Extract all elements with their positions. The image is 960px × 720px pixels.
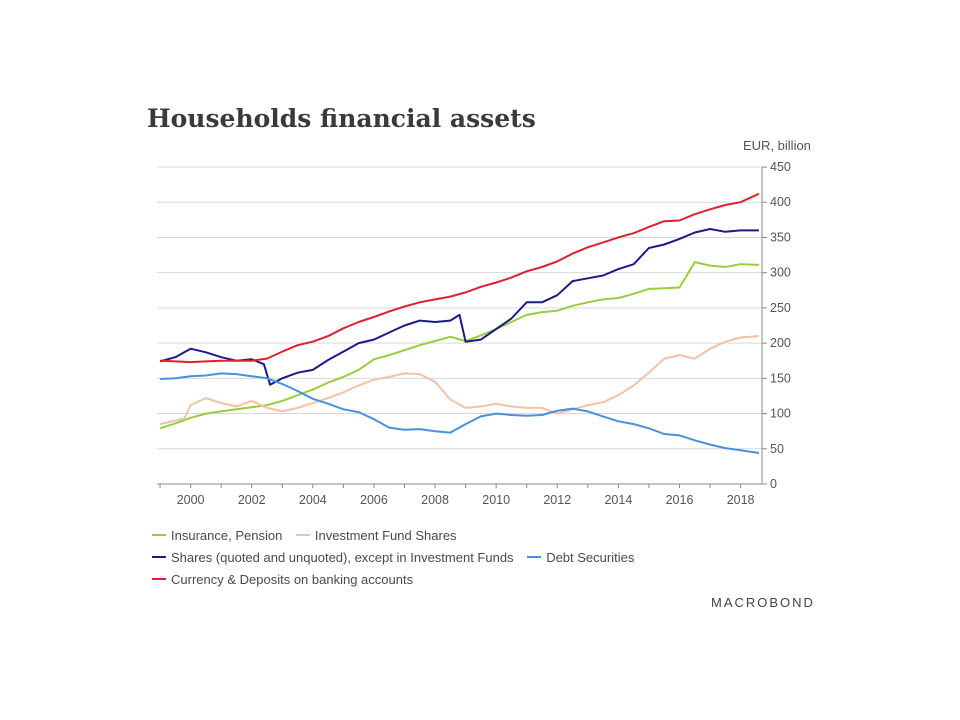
legend-row-3: Currency & Deposits on banking accounts [152, 568, 423, 587]
series-lines [159, 192, 760, 454]
gridlines [157, 166, 763, 485]
y-tick-label: 150 [770, 371, 791, 385]
legend-item-investment-fund: Investment Fund Shares [295, 527, 457, 543]
x-tick-label: 2008 [421, 493, 449, 507]
x-tick-label: 2012 [543, 493, 571, 507]
x-tick-label: 2002 [238, 493, 266, 507]
y-tick-label: 200 [770, 336, 791, 350]
legend-label: Shares (quoted and unquoted), except in … [171, 549, 514, 565]
series-line-3 [160, 372, 760, 454]
macrobond-logo: MACROBOND [711, 595, 815, 610]
x-tick-label: 2010 [482, 493, 510, 507]
x-tick-label: 2014 [604, 493, 632, 507]
legend-label: Investment Fund Shares [314, 527, 457, 543]
legend-item-shares: Shares (quoted and unquoted), except in … [152, 550, 514, 565]
series-line-2 [159, 228, 759, 386]
legend-row-2: Shares (quoted and unquoted), except in … [152, 546, 644, 565]
legend-swatch [295, 534, 310, 536]
x-axis-ticks: 2000 2002 2004 2006 2008 2010 2012 2014 2016 2018 [159, 484, 755, 507]
x-tick-label: 2006 [360, 493, 388, 507]
legend-label: Insurance, Pension [171, 527, 283, 543]
legend-swatch [152, 556, 166, 558]
y-tick-label: 300 [770, 266, 791, 280]
legend-swatch [152, 578, 166, 580]
y-tick-label: 250 [770, 301, 791, 315]
legend-swatch [152, 534, 166, 536]
series-line-4 [160, 192, 760, 364]
y-tick-label: 100 [770, 407, 791, 421]
y-tick-label: 400 [770, 195, 791, 209]
y-axis-unit-label: EUR, billion [743, 138, 811, 153]
legend-item-insurance: Insurance, Pension [152, 528, 282, 543]
legend-row-1: Insurance, Pension Investment Fund Share… [152, 524, 467, 543]
y-axis-ticks: 0 50 100 150 200 250 300 350 400 450 [762, 160, 791, 491]
x-tick-label: 2000 [177, 493, 205, 507]
series-line-1 [159, 335, 759, 426]
x-tick-label: 2016 [666, 493, 694, 507]
x-tick-label: 2018 [727, 493, 755, 507]
legend-label: Currency & Deposits on banking accounts [171, 571, 414, 587]
chart-title: Households financial assets [147, 104, 536, 133]
legend-item-debt-securities: Debt Securities [527, 550, 634, 565]
legend-label: Debt Securities [546, 549, 635, 565]
legend-swatch [527, 556, 542, 558]
y-tick-label: 350 [770, 230, 791, 244]
x-tick-label: 2004 [299, 493, 327, 507]
y-tick-label: 50 [770, 442, 784, 456]
y-tick-label: 450 [770, 160, 791, 174]
y-tick-label: 0 [770, 477, 777, 491]
legend-item-currency-deposits: Currency & Deposits on banking accounts [152, 572, 413, 587]
series-line-0 [159, 261, 759, 430]
